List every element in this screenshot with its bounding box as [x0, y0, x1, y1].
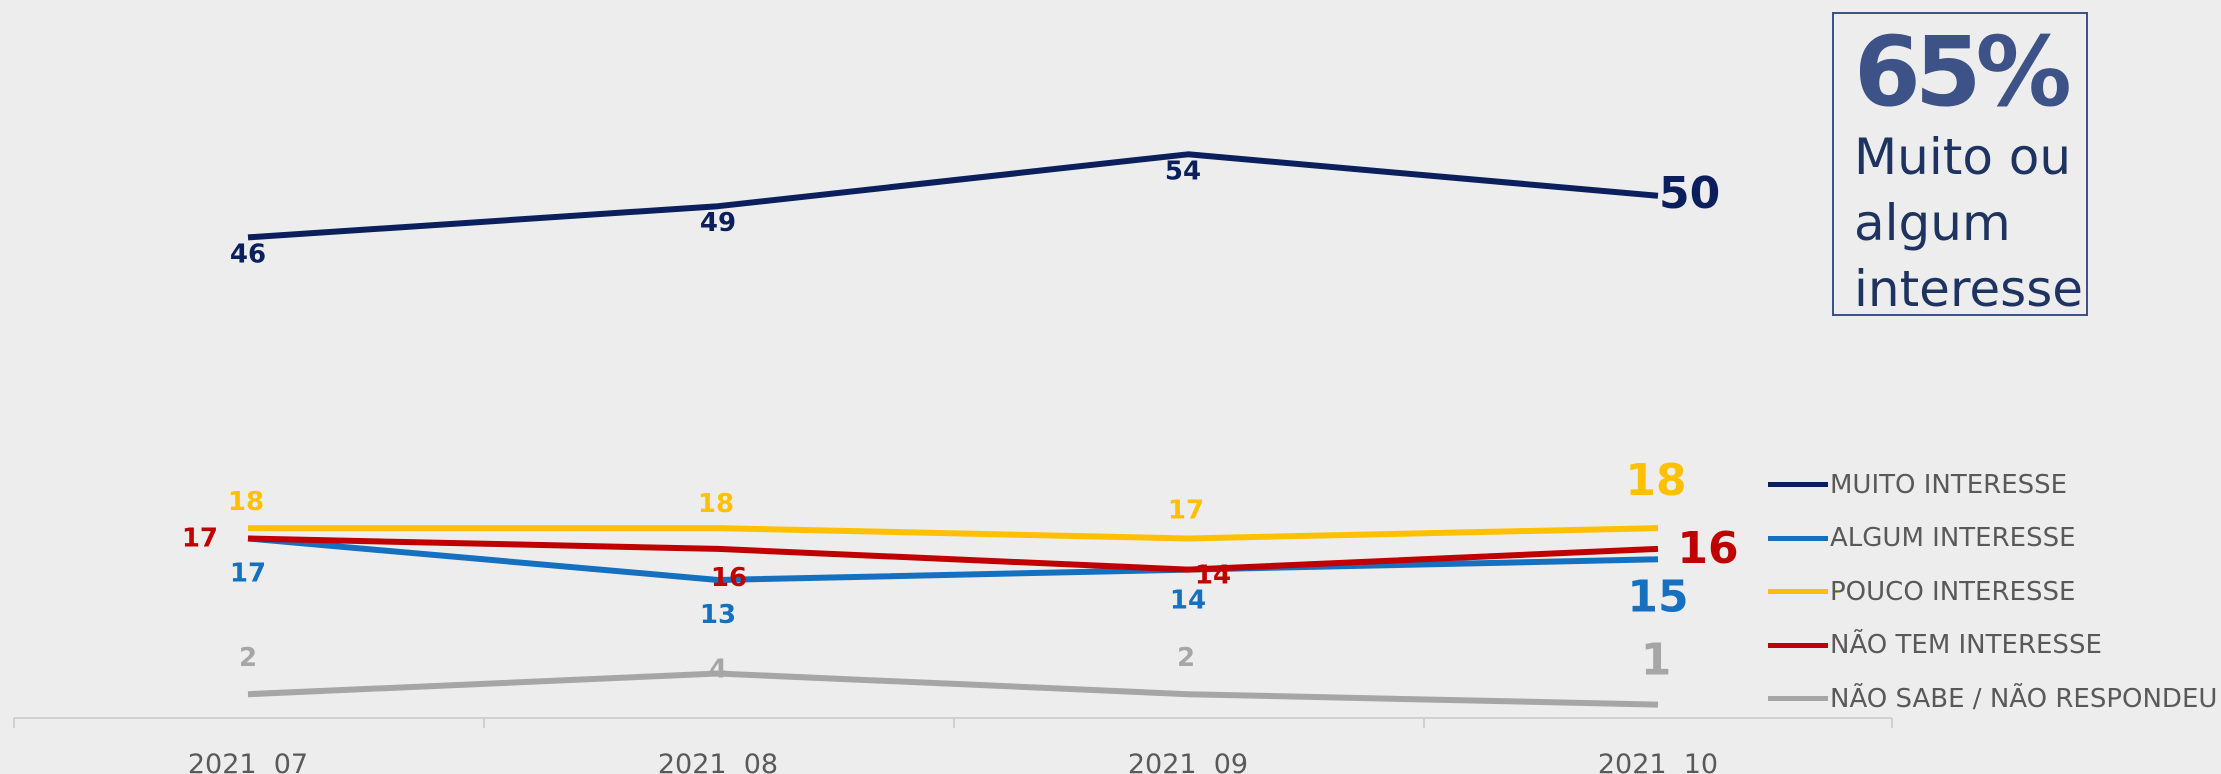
data-label-nao-tem-interesse: 14	[1195, 561, 1231, 591]
data-label-nao-tem-interesse: 16	[1677, 523, 1738, 574]
data-label-algum-interesse: 14	[1170, 586, 1206, 616]
series-line-algum-interesse	[247, 535, 1659, 583]
legend-item-nao-tem-interesse: NÃO TEM INTERESSE	[1768, 619, 2217, 673]
x-tick-label: 2021 09	[1128, 749, 1248, 774]
data-label-pouco-interesse: 18	[228, 487, 264, 517]
legend-item-nao-sabe-nao-respondeu: NÃO SABE / NÃO RESPONDEU	[1768, 672, 2217, 726]
data-label-pouco-interesse: 17	[1168, 495, 1204, 525]
data-label-algum-interesse: 17	[230, 558, 266, 588]
legend-label: ALGUM INTERESSE	[1830, 523, 2076, 554]
legend-swatch	[1768, 642, 1828, 648]
legend-swatch	[1768, 696, 1828, 702]
series-line-nao-tem-interesse	[247, 535, 1659, 573]
legend-swatch	[1768, 482, 1828, 488]
data-label-muito-interesse: 49	[700, 208, 736, 238]
callout-text: Muito ou algum interesse	[1854, 128, 2084, 318]
x-tick-label: 2021 07	[188, 749, 308, 774]
x-tick-label: 2021 08	[658, 749, 778, 774]
legend-label: MUITO INTERESSE	[1830, 469, 2068, 500]
data-label-nao-sabe-nao-respondeu: 1	[1641, 635, 1672, 686]
series-line-muito-interesse	[247, 151, 1659, 241]
legend-label: NÃO TEM INTERESSE	[1830, 630, 2102, 661]
data-label-pouco-interesse: 18	[1625, 455, 1686, 506]
data-label-nao-tem-interesse: 16	[711, 563, 747, 593]
series-line-pouco-interesse	[248, 525, 1659, 542]
data-label-algum-interesse: 15	[1627, 571, 1688, 622]
series-line-nao-sabe-nao-respondeu	[247, 670, 1659, 708]
data-label-muito-interesse: 46	[230, 239, 266, 269]
x-tick-label: 2021 10	[1598, 749, 1718, 774]
legend-swatch	[1768, 535, 1828, 541]
data-label-nao-sabe-nao-respondeu: 2	[239, 643, 257, 673]
data-label-muito-interesse: 50	[1659, 168, 1720, 219]
callout-value: 65%	[1854, 16, 2072, 128]
legend-label: POUCO INTERESSE	[1830, 576, 2076, 607]
data-label-nao-sabe-nao-respondeu: 4	[709, 654, 727, 684]
data-label-nao-tem-interesse: 17	[182, 523, 218, 553]
data-label-algum-interesse: 13	[700, 600, 736, 630]
legend-swatch	[1768, 589, 1828, 595]
data-label-muito-interesse: 54	[1165, 156, 1201, 186]
data-label-nao-sabe-nao-respondeu: 2	[1177, 643, 1195, 673]
legend-item-algum-interesse: ALGUM INTERESSE	[1768, 512, 2217, 566]
summary-callout: 65% Muito ou algum interesse	[1832, 12, 2088, 318]
legend-label: NÃO SABE / NÃO RESPONDEU	[1830, 683, 2218, 714]
chart-legend: MUITO INTERESSE ALGUM INTERESSE POUCO INTE…	[1768, 458, 2217, 726]
legend-item-muito-interesse: MUITO INTERESSE	[1768, 458, 2217, 512]
legend-item-pouco-interesse: POUCO INTERESSE	[1768, 565, 2217, 619]
data-label-pouco-interesse: 18	[698, 489, 734, 519]
